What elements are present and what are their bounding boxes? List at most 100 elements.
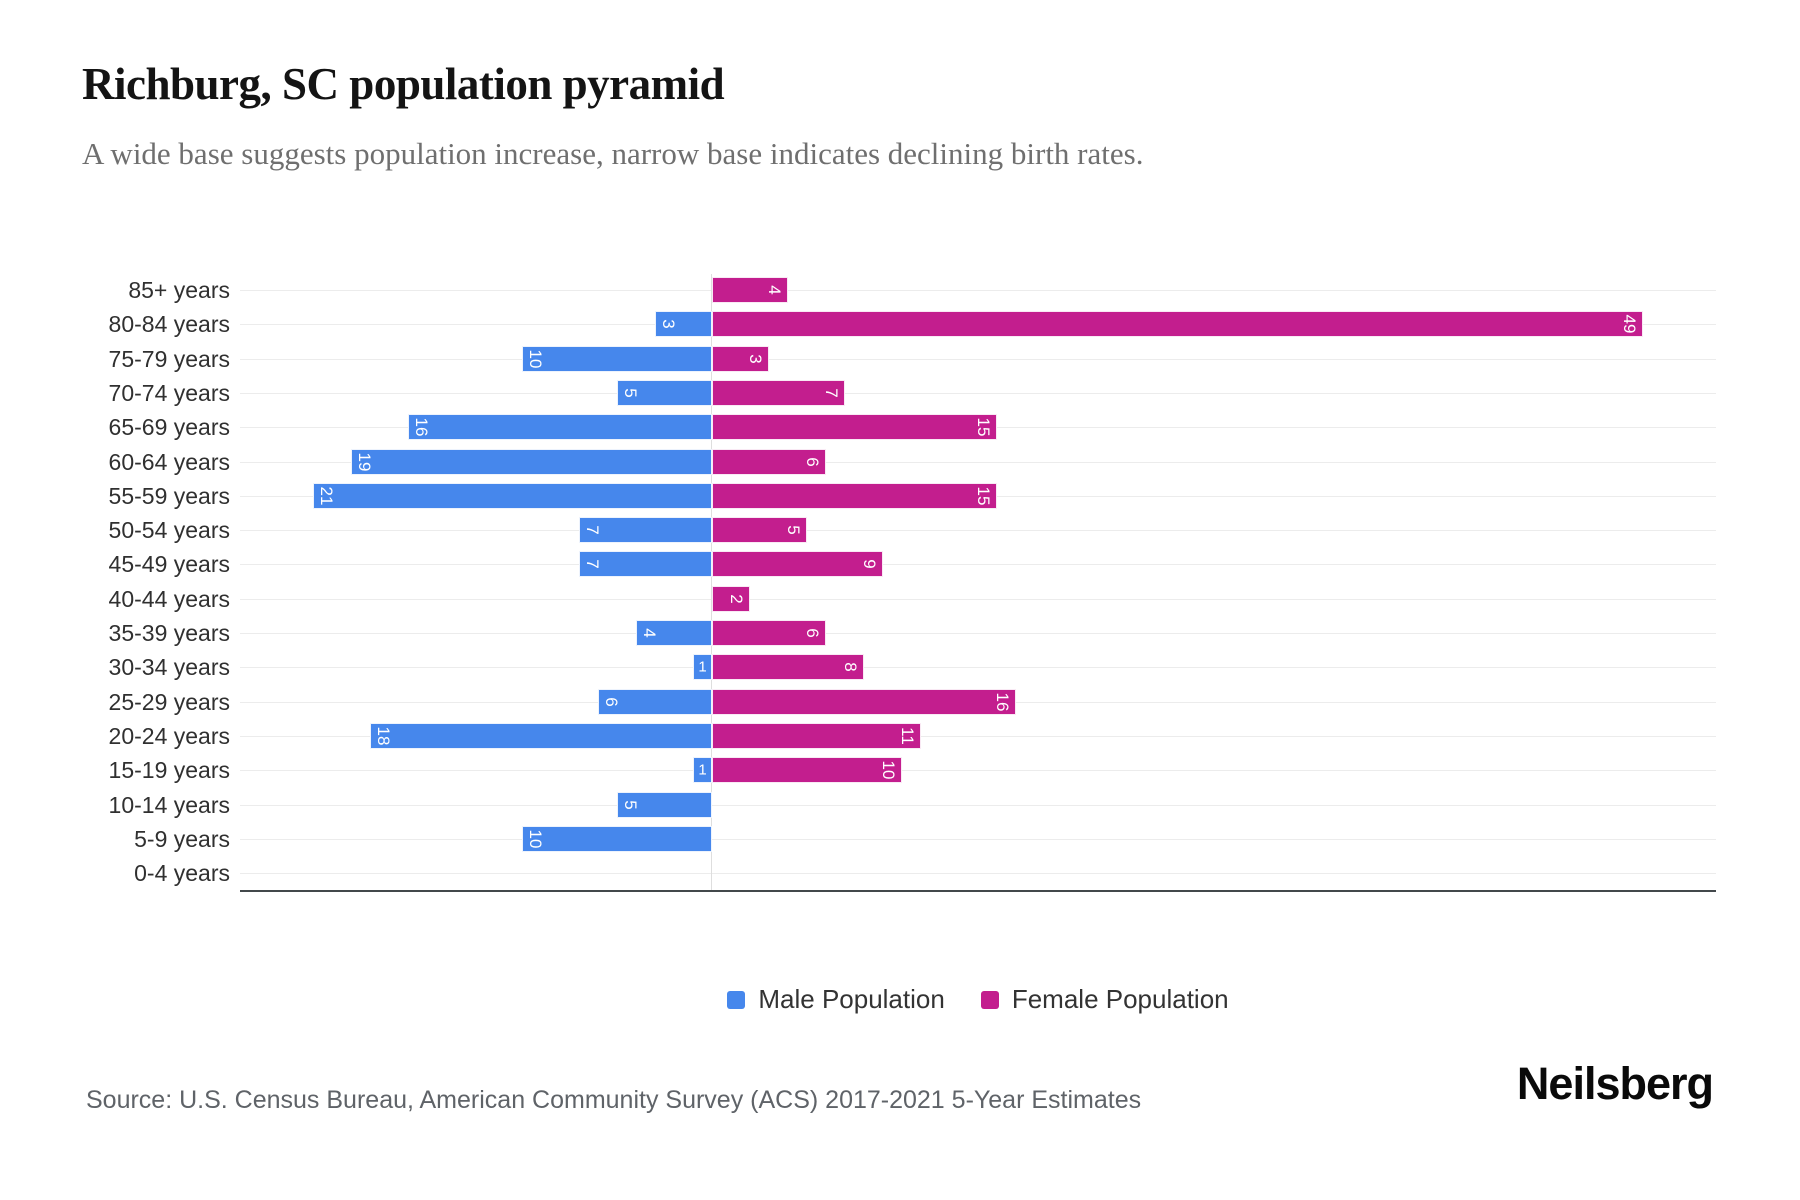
age-axis-label: 0-4 years xyxy=(134,860,230,886)
legend-label-female: Female Population xyxy=(1011,984,1229,1014)
bar-value-label: 16 xyxy=(412,417,431,437)
age-axis-label: 20-24 years xyxy=(108,723,230,749)
female-bar[interactable]: 6 xyxy=(712,449,826,475)
female-bar[interactable]: 11 xyxy=(712,723,921,749)
brand-logo: Neilsberg xyxy=(1516,1058,1714,1109)
bar-value-label: 15 xyxy=(974,486,993,506)
zero-axis-line xyxy=(711,274,712,890)
age-axis-label: 35-39 years xyxy=(108,620,230,646)
age-axis-label: 55-59 years xyxy=(108,483,230,509)
age-axis-label: 85+ years xyxy=(128,277,230,303)
male-bar[interactable]: 21 xyxy=(313,483,712,509)
bar-value-label: 10 xyxy=(526,349,545,369)
bar-value-label: 3 xyxy=(659,319,678,329)
chart-subtitle: A wide base suggests population increase… xyxy=(82,136,1144,171)
gridline xyxy=(240,805,1716,806)
gridline xyxy=(240,393,1716,394)
gridline xyxy=(240,873,1716,874)
bar-value-label: 2 xyxy=(727,594,746,604)
gridline xyxy=(240,530,1716,531)
female-bar[interactable]: 16 xyxy=(712,689,1016,715)
legend-item-male[interactable]: Male Population xyxy=(727,984,945,1015)
page-title: Richburg, SC population pyramid xyxy=(82,59,725,109)
female-bar[interactable]: 4 xyxy=(712,277,788,303)
male-bar[interactable]: 1 xyxy=(693,654,712,680)
male-bar[interactable]: 18 xyxy=(370,723,712,749)
female-bar[interactable]: 9 xyxy=(712,551,883,577)
gridline xyxy=(240,290,1716,291)
male-bar[interactable]: 7 xyxy=(579,517,712,543)
bar-value-label: 5 xyxy=(784,525,803,535)
bar-value-label: 5 xyxy=(621,800,640,810)
male-bar[interactable]: 5 xyxy=(617,792,712,818)
male-bar[interactable]: 5 xyxy=(617,380,712,406)
male-bar[interactable]: 10 xyxy=(522,346,712,372)
male-bar[interactable]: 1 xyxy=(693,757,712,783)
gridline xyxy=(240,770,1716,771)
bar-value-label: 6 xyxy=(803,457,822,467)
bar-value-label: 21 xyxy=(317,486,336,506)
legend-item-female[interactable]: Female Population xyxy=(980,984,1229,1015)
bar-value-label: 11 xyxy=(898,727,917,745)
bar-value-label: 15 xyxy=(974,417,993,437)
male-bar[interactable]: 6 xyxy=(598,689,712,715)
bar-value-label: 8 xyxy=(841,662,860,672)
bar-value-label: 1 xyxy=(698,761,707,779)
age-axis-label: 5-9 years xyxy=(134,826,230,852)
gridline xyxy=(240,633,1716,634)
female-bar[interactable]: 5 xyxy=(712,517,807,543)
age-axis-label: 15-19 years xyxy=(108,757,230,783)
bar-value-label: 4 xyxy=(640,628,659,638)
age-axis-label: 45-49 years xyxy=(108,551,230,577)
legend: Male Population Female Population xyxy=(240,984,1716,1015)
male-bar[interactable]: 16 xyxy=(408,414,712,440)
gridline xyxy=(240,564,1716,565)
age-axis-label: 50-54 years xyxy=(108,517,230,543)
female-bar[interactable]: 10 xyxy=(712,757,902,783)
gridline xyxy=(240,359,1716,360)
bar-value-label: 5 xyxy=(621,388,640,398)
male-bar[interactable]: 10 xyxy=(522,826,712,852)
female-bar[interactable]: 49 xyxy=(712,311,1643,337)
gridline xyxy=(240,839,1716,840)
bar-value-label: 7 xyxy=(822,388,841,398)
source-attribution: Source: U.S. Census Bureau, American Com… xyxy=(86,1086,1142,1114)
age-axis-label: 25-29 years xyxy=(108,689,230,715)
bar-value-label: 9 xyxy=(860,559,879,569)
bar-value-label: 18 xyxy=(374,726,393,746)
female-bar[interactable]: 8 xyxy=(712,654,864,680)
bar-value-label: 6 xyxy=(803,628,822,638)
male-bar[interactable]: 3 xyxy=(655,311,712,337)
bar-value-label: 1 xyxy=(698,658,707,676)
legend-label-male: Male Population xyxy=(758,984,945,1014)
bar-value-label: 16 xyxy=(993,692,1012,712)
bar-value-label: 7 xyxy=(583,559,602,569)
gridline xyxy=(240,462,1716,463)
bar-value-label: 19 xyxy=(355,452,374,472)
female-swatch-icon xyxy=(980,990,999,1009)
bar-value-label: 6 xyxy=(602,697,621,707)
x-axis-line xyxy=(240,890,1716,892)
age-axis-label: 65-69 years xyxy=(108,414,230,440)
female-bar[interactable]: 15 xyxy=(712,483,997,509)
bar-value-label: 3 xyxy=(746,354,765,364)
age-axis-label: 60-64 years xyxy=(108,449,230,475)
female-bar[interactable]: 2 xyxy=(712,586,750,612)
male-bar[interactable]: 4 xyxy=(636,620,712,646)
age-axis-label: 10-14 years xyxy=(108,792,230,818)
bar-value-label: 49 xyxy=(1620,314,1639,334)
gridline xyxy=(240,736,1716,737)
age-axis-label: 75-79 years xyxy=(108,346,230,372)
female-bar[interactable]: 6 xyxy=(712,620,826,646)
male-bar[interactable]: 19 xyxy=(351,449,712,475)
age-axis-label: 80-84 years xyxy=(108,311,230,337)
age-axis-label: 30-34 years xyxy=(108,654,230,680)
male-bar[interactable]: 7 xyxy=(579,551,712,577)
bar-value-label: 4 xyxy=(765,285,784,295)
gridline xyxy=(240,599,1716,600)
female-bar[interactable]: 3 xyxy=(712,346,769,372)
female-bar[interactable]: 15 xyxy=(712,414,997,440)
female-bar[interactable]: 7 xyxy=(712,380,845,406)
